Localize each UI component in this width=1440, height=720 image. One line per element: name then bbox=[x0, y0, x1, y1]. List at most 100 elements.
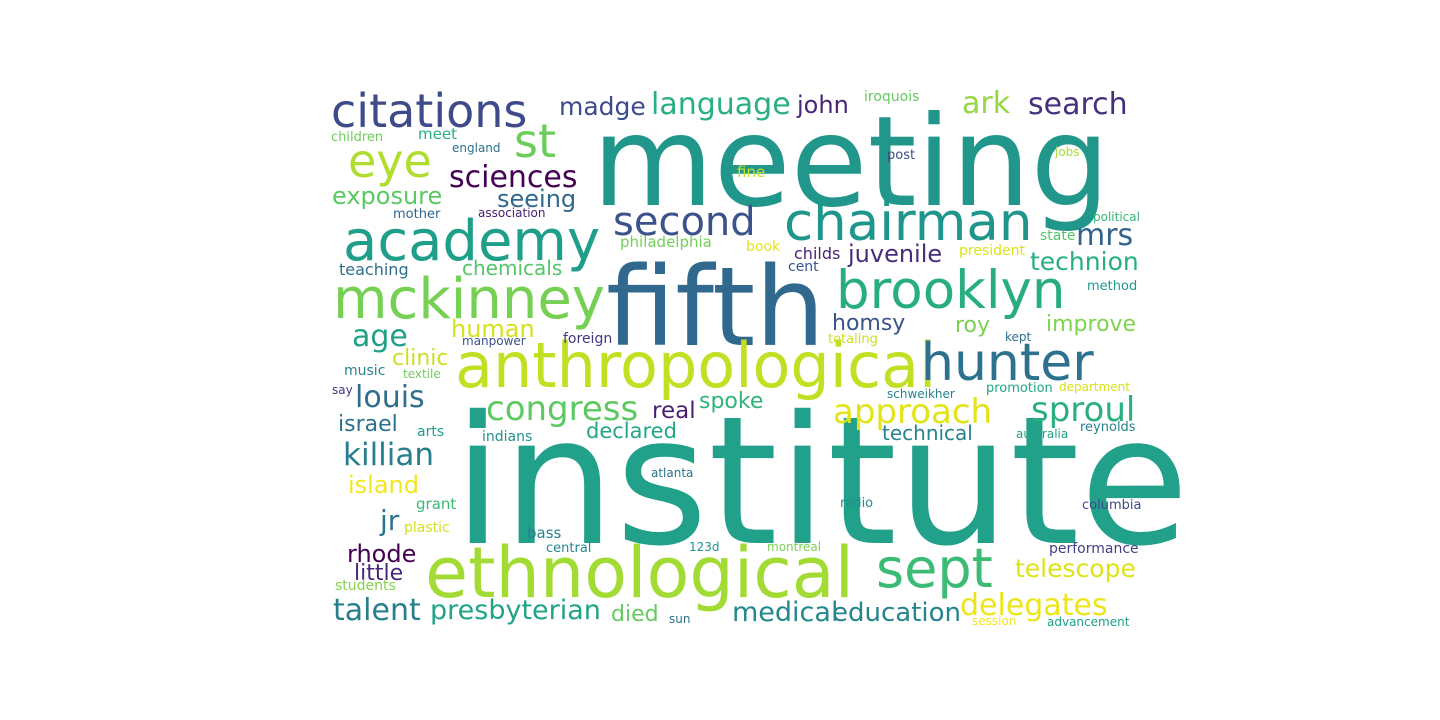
word-plastic: plastic bbox=[404, 520, 450, 536]
word-foreign: foreign bbox=[563, 331, 612, 347]
word-book: book bbox=[746, 239, 781, 255]
word-presbyterian: presbyterian bbox=[430, 595, 601, 626]
word-delegates: delegates bbox=[960, 588, 1108, 623]
word-technion: technion bbox=[1030, 247, 1139, 276]
word-citations: citations bbox=[331, 84, 527, 138]
word-search: search bbox=[1028, 87, 1128, 122]
word-grant: grant bbox=[416, 495, 456, 513]
word-cent: cent bbox=[788, 259, 819, 275]
word-declared: declared bbox=[586, 419, 677, 443]
word-fine: fine bbox=[737, 163, 765, 181]
word-juvenile: juvenile bbox=[847, 240, 942, 268]
word-mother: mother bbox=[393, 207, 441, 222]
word-chairman: chairman bbox=[784, 192, 1033, 253]
word-island: island bbox=[348, 471, 419, 499]
word-session: session bbox=[972, 614, 1016, 628]
word-rhode: rhode bbox=[347, 540, 416, 568]
word-totaling: totaling bbox=[828, 332, 878, 347]
word-louis: louis bbox=[355, 380, 425, 415]
word-sun: sun bbox=[669, 612, 690, 626]
word-sciences: sciences bbox=[449, 160, 578, 195]
word-performance: performance bbox=[1049, 541, 1139, 557]
word-little: little bbox=[354, 561, 403, 586]
word-ethnological: ethnological bbox=[425, 532, 854, 614]
word-chemicals: chemicals bbox=[462, 256, 562, 280]
word-advancement: advancement bbox=[1047, 615, 1130, 629]
word-education: education bbox=[832, 598, 961, 628]
word-children: children bbox=[331, 130, 383, 145]
word-arts: arts bbox=[417, 424, 444, 440]
word-president: president bbox=[959, 243, 1026, 259]
word-reynolds: reynolds bbox=[1080, 420, 1136, 435]
word-talent: talent bbox=[333, 593, 421, 628]
word-philadelphia: philadelphia bbox=[620, 233, 712, 251]
word-schweikher: schweikher bbox=[887, 387, 955, 401]
word-meeting: meeting bbox=[592, 90, 1110, 235]
word-brooklyn: brooklyn bbox=[836, 260, 1066, 321]
word-human: human bbox=[451, 315, 535, 343]
word-montreal: montreal bbox=[767, 540, 821, 554]
word-columbia: columbia bbox=[1082, 498, 1141, 513]
word-meet: meet bbox=[418, 125, 457, 143]
word-hunter: hunter bbox=[921, 333, 1094, 393]
word-association: association bbox=[478, 206, 545, 220]
word-technical: technical bbox=[882, 421, 973, 445]
word-telescope: telescope bbox=[1015, 554, 1136, 583]
word-jr: jr bbox=[379, 504, 400, 537]
word-textile: textile bbox=[403, 367, 441, 381]
word-atlanta: atlanta bbox=[651, 466, 693, 480]
word-kept: kept bbox=[1005, 330, 1032, 344]
word-anthropological: anthropological bbox=[455, 329, 936, 402]
word-roy: roy bbox=[955, 313, 990, 338]
word-real: real bbox=[652, 398, 696, 424]
word-seeing: seeing bbox=[497, 185, 576, 213]
word-mckinney: mckinney bbox=[333, 267, 605, 332]
word-john: john bbox=[796, 91, 849, 119]
word-sproul: sproul bbox=[1031, 390, 1135, 430]
word-madge: madge bbox=[559, 92, 646, 121]
word-academy: academy bbox=[343, 209, 600, 274]
word-state: state bbox=[1040, 228, 1075, 244]
word-second: second bbox=[613, 199, 756, 245]
word-123d: 123d bbox=[689, 540, 720, 554]
word-students: students bbox=[335, 578, 396, 594]
word-say: say bbox=[332, 383, 353, 397]
word-promotion: promotion bbox=[986, 381, 1053, 396]
word-age: age bbox=[352, 319, 408, 354]
word-teaching: teaching bbox=[339, 260, 409, 279]
word-post: post bbox=[887, 148, 915, 163]
word-ark: ark bbox=[962, 86, 1011, 121]
word-approach: approach bbox=[833, 392, 992, 432]
word-indians: indians bbox=[482, 429, 532, 445]
word-improve: improve bbox=[1046, 312, 1136, 337]
word-jobs: jobs bbox=[1054, 145, 1080, 159]
word-homsy: homsy bbox=[832, 311, 905, 336]
word-institute: institute bbox=[453, 378, 1189, 585]
word-spoke: spoke bbox=[699, 389, 763, 414]
word-sept: sept bbox=[876, 537, 993, 600]
word-bass: bass bbox=[527, 524, 562, 542]
word-died: died bbox=[611, 602, 659, 627]
word-eye: eye bbox=[348, 134, 432, 188]
word-medical: medical bbox=[732, 597, 838, 628]
word-childs: childs bbox=[794, 244, 840, 263]
word-central: central bbox=[546, 541, 591, 556]
word-radio: radio bbox=[840, 496, 873, 511]
word-iroquois: iroquois bbox=[864, 89, 919, 105]
word-political: political bbox=[1093, 210, 1140, 224]
word-israel: israel bbox=[338, 412, 398, 437]
word-congress: congress bbox=[486, 389, 638, 429]
word-fifth: fifth bbox=[606, 243, 825, 371]
word-music: music bbox=[344, 363, 385, 379]
word-method: method bbox=[1087, 279, 1137, 294]
word-exposure: exposure bbox=[332, 182, 442, 210]
word-st: st bbox=[514, 114, 556, 168]
word-australia: australia bbox=[1016, 427, 1068, 441]
word-mrs: mrs bbox=[1076, 218, 1133, 253]
word-england: england bbox=[452, 141, 501, 155]
word-killian: killian bbox=[343, 437, 434, 473]
word-clinic: clinic bbox=[392, 346, 448, 371]
word-department: department bbox=[1059, 380, 1130, 394]
word-language: language bbox=[651, 87, 791, 122]
